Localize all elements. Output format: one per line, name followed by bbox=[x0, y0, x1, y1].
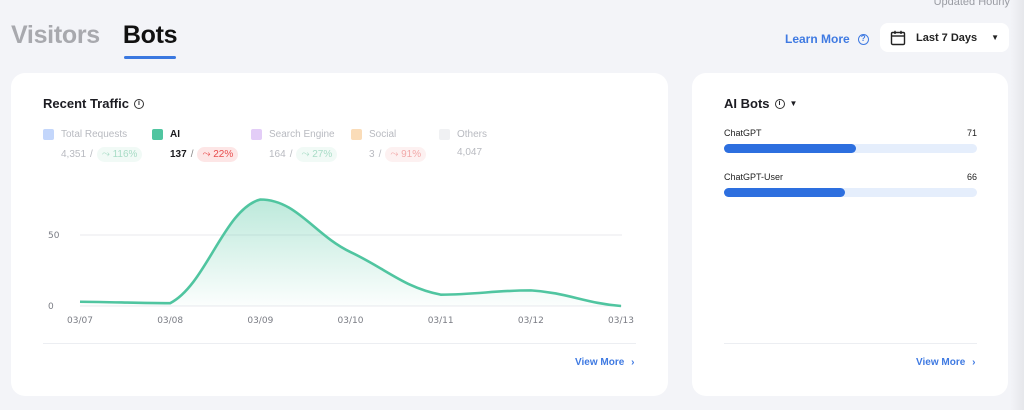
view-more-label: View More bbox=[575, 357, 625, 368]
legend-value: 3/ ⤳ 91% bbox=[369, 147, 439, 162]
bot-bar-track bbox=[724, 188, 977, 197]
legend-count: 3 bbox=[369, 149, 375, 160]
separator: / bbox=[289, 149, 293, 160]
legend-swatch bbox=[439, 129, 450, 140]
traffic-area-chart[interactable]: 50 0 03/07 03/08 03/09 03/10 03/11 03/12 03/13 bbox=[11, 73, 668, 333]
traffic-legend: Total Requests 4,351/ ⤳ 116% AI 137/ ⤳ 2… bbox=[43, 129, 519, 162]
legend-item-total-requests[interactable]: Total Requests 4,351/ ⤳ 116% bbox=[43, 129, 152, 162]
tab-bots[interactable]: Bots bbox=[123, 21, 178, 59]
bot-bar-track bbox=[724, 144, 977, 153]
recent-traffic-title: Recent Traffic i bbox=[43, 96, 144, 111]
x-tick-label: 03/07 bbox=[67, 316, 93, 326]
legend-swatch bbox=[152, 129, 163, 140]
x-tick-label: 03/08 bbox=[157, 316, 183, 326]
x-tick-label: 03/11 bbox=[428, 316, 454, 326]
bot-name: ChatGPT-User bbox=[724, 172, 784, 182]
card-divider bbox=[724, 343, 977, 344]
y-tick-0: 0 bbox=[48, 302, 54, 312]
x-tick-label: 03/12 bbox=[518, 316, 544, 326]
help-circle-icon: ? bbox=[857, 33, 869, 45]
change-value: 116% bbox=[112, 149, 138, 160]
bot-bar-fill bbox=[724, 188, 846, 197]
ai-bots-title[interactable]: AI Bots i ▼ bbox=[724, 96, 797, 111]
legend-item-others[interactable]: Others 4,047 bbox=[439, 129, 519, 162]
recent-traffic-title-text: Recent Traffic bbox=[43, 96, 129, 111]
legend-item-ai[interactable]: AI 137/ ⤳ 22% bbox=[152, 129, 251, 162]
x-tick-label: 03/10 bbox=[338, 316, 364, 326]
bot-row-chatgpt-user[interactable]: ChatGPT-User 66 bbox=[724, 172, 977, 197]
change-badge-up: ⤳ 27% bbox=[296, 147, 338, 162]
x-tick-label: 03/09 bbox=[247, 316, 273, 326]
updated-label: Updated Hourly bbox=[933, 0, 1010, 8]
change-value: 27% bbox=[312, 149, 333, 160]
y-tick-50: 50 bbox=[48, 231, 60, 241]
view-more-bots-link[interactable]: View More › bbox=[916, 357, 975, 368]
chevron-right-icon: › bbox=[631, 357, 635, 368]
legend-value: 4,351/ ⤳ 116% bbox=[61, 147, 152, 162]
view-more-label: View More bbox=[916, 357, 966, 368]
legend-item-social[interactable]: Social 3/ ⤳ 91% bbox=[351, 129, 439, 162]
date-range-select[interactable]: Last 7 Days ▼ bbox=[880, 23, 1009, 52]
legend-count: 4,351 bbox=[61, 149, 87, 160]
x-tick-label: 03/13 bbox=[608, 316, 634, 326]
legend-value: 137/ ⤳ 22% bbox=[170, 147, 251, 162]
card-divider bbox=[43, 343, 636, 344]
legend-label: Search Engine bbox=[269, 129, 335, 140]
date-range-value: Last 7 Days bbox=[916, 31, 978, 44]
legend-count: 4,047 bbox=[457, 147, 483, 158]
legend-label: Social bbox=[369, 129, 397, 140]
legend-value: 164/ ⤳ 27% bbox=[269, 147, 351, 162]
legend-value: 4,047 bbox=[457, 147, 519, 158]
legend-item-search-engine[interactable]: Search Engine 164/ ⤳ 27% bbox=[251, 129, 351, 162]
change-badge-up: ⤳ 116% bbox=[96, 147, 143, 162]
learn-more-label: Learn More bbox=[785, 32, 850, 46]
legend-swatch bbox=[351, 129, 362, 140]
tab-visitors[interactable]: Visitors bbox=[11, 21, 100, 49]
change-badge-down: ⤳ 22% bbox=[197, 147, 239, 162]
legend-label: Others bbox=[457, 129, 488, 140]
legend-label: AI bbox=[170, 129, 180, 140]
bot-count: 66 bbox=[966, 172, 977, 182]
bot-count: 71 bbox=[966, 128, 977, 138]
separator: / bbox=[90, 149, 93, 160]
learn-more-link[interactable]: Learn More ? bbox=[785, 32, 869, 46]
legend-swatch bbox=[251, 129, 262, 140]
view-more-traffic-link[interactable]: View More › bbox=[575, 357, 634, 368]
legend-count: 164 bbox=[269, 149, 286, 160]
chevron-right-icon: › bbox=[972, 357, 976, 368]
ai-line bbox=[79, 198, 622, 308]
ai-bots-card: AI Bots i ▼ ChatGPT 71 ChatGPT-User 66 V… bbox=[692, 73, 1008, 396]
caret-down-icon: ▼ bbox=[991, 33, 999, 42]
change-badge-down: ⤳ 91% bbox=[385, 147, 427, 162]
bot-row-chatgpt[interactable]: ChatGPT 71 bbox=[724, 128, 977, 153]
info-icon[interactable]: i bbox=[774, 98, 785, 109]
separator: / bbox=[190, 149, 194, 160]
x-axis-ticks: 03/07 03/08 03/09 03/10 03/11 03/12 03/13 bbox=[67, 316, 634, 326]
change-value: 91% bbox=[401, 149, 422, 160]
calendar-icon bbox=[890, 30, 906, 45]
change-value: 22% bbox=[213, 149, 234, 160]
view-tabs: Visitors Bots bbox=[11, 21, 178, 59]
caret-down-icon[interactable]: ▼ bbox=[789, 99, 798, 108]
ai-bots-title-text: AI Bots bbox=[724, 96, 770, 111]
bot-bar-fill bbox=[724, 144, 856, 153]
bot-name: ChatGPT bbox=[724, 128, 762, 138]
legend-swatch bbox=[43, 129, 54, 140]
info-icon[interactable]: i bbox=[133, 98, 144, 109]
legend-label: Total Requests bbox=[61, 129, 128, 140]
window-edge-shade bbox=[1010, 0, 1024, 410]
legend-count: 137 bbox=[170, 149, 187, 160]
separator: / bbox=[378, 149, 382, 160]
recent-traffic-card: Recent Traffic i Total Requests 4,351/ ⤳… bbox=[11, 73, 668, 396]
